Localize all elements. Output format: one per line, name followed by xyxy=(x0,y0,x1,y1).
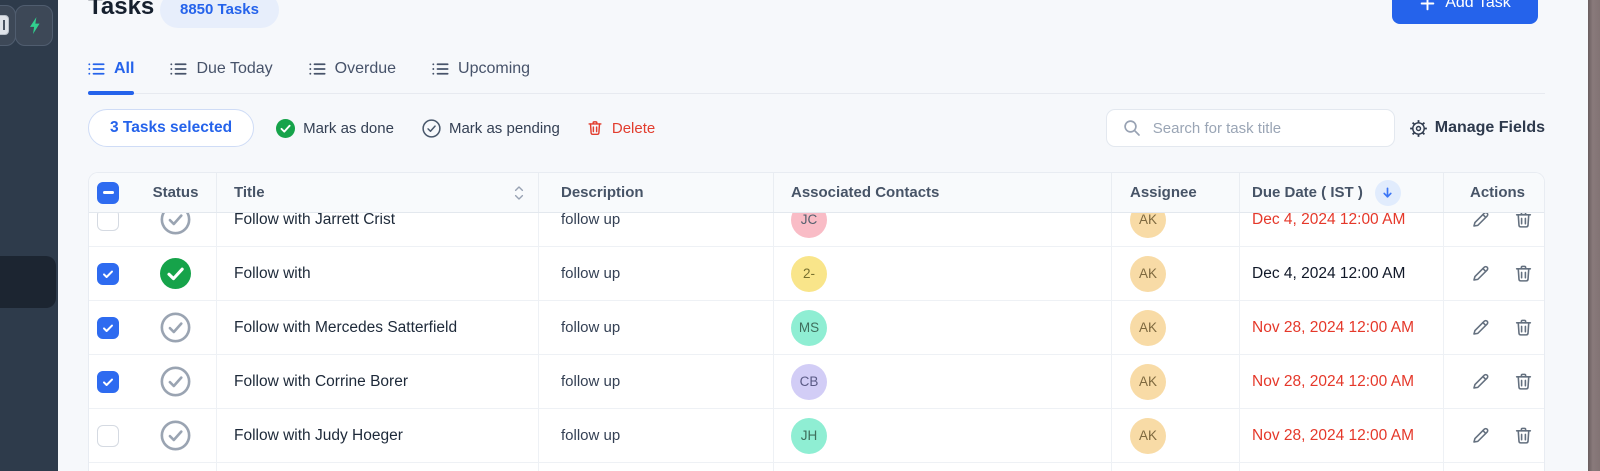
tasks-table: Status Title Description Associated Cont… xyxy=(88,172,1545,471)
sort-icon[interactable] xyxy=(514,184,524,202)
delete-trash-icon[interactable] xyxy=(1513,263,1534,284)
assignee-avatar[interactable]: AK xyxy=(1130,363,1166,400)
task-search xyxy=(1105,109,1395,147)
table-header-row: Status Title Description Associated Cont… xyxy=(89,173,1544,213)
edit-pencil-icon[interactable] xyxy=(1470,213,1491,230)
tab-due-today[interactable]: Due Today xyxy=(170,44,273,94)
column-header-contacts: Associated Contacts xyxy=(774,173,1112,212)
quick-actions-button[interactable] xyxy=(15,5,53,46)
sort-descending-icon[interactable] xyxy=(1374,179,1401,206)
mark-as-done-button[interactable]: Mark as done xyxy=(276,118,394,138)
column-header-assignee: Assignee xyxy=(1112,173,1240,212)
delete-trash-icon[interactable] xyxy=(1513,425,1534,446)
task-title: Follow with Jarrett Crist xyxy=(234,213,396,228)
task-description: follow up xyxy=(561,213,621,228)
task-title: Follow with Judy Hoeger xyxy=(234,426,403,444)
contact-avatar[interactable]: 2- xyxy=(791,255,827,292)
keyboard-shortcut-button[interactable] xyxy=(0,5,16,46)
row-checkbox[interactable] xyxy=(97,262,119,285)
list-icon xyxy=(432,62,449,76)
contact-avatar[interactable]: JH xyxy=(791,417,827,454)
check-circle-outline-icon xyxy=(422,118,441,138)
edit-pencil-icon[interactable] xyxy=(1470,425,1491,446)
delete-trash-icon[interactable] xyxy=(1513,213,1534,230)
task-description: follow up xyxy=(561,427,621,444)
list-icon xyxy=(170,62,187,76)
contact-avatar[interactable]: MS xyxy=(791,309,827,346)
lightning-bolt-icon xyxy=(27,16,42,35)
assignee-avatar[interactable]: AK xyxy=(1130,213,1166,238)
add-task-button[interactable]: Add Task xyxy=(1392,0,1538,24)
row-checkbox[interactable] xyxy=(97,213,119,231)
row-checkbox[interactable] xyxy=(97,316,119,339)
column-header-actions: Actions xyxy=(1470,184,1526,201)
table-row: Follow with Mercedes Satterfield follow … xyxy=(89,301,1544,355)
task-tabs: All Due Today Overdue Upcoming xyxy=(88,44,1545,95)
delete-trash-icon[interactable] xyxy=(1513,317,1534,338)
table-row: Follow with Jarrett Crist follow up JC A… xyxy=(89,213,1544,247)
tab-overdue[interactable]: Overdue xyxy=(309,44,396,94)
due-date: Nov 28, 2024 12:00 AM xyxy=(1252,372,1415,390)
status-pending-icon[interactable] xyxy=(160,366,191,397)
select-all-checkbox[interactable] xyxy=(97,181,119,204)
column-header-status: Status xyxy=(135,173,217,212)
edit-pencil-icon[interactable] xyxy=(1470,371,1491,392)
page-title: Tasks xyxy=(88,0,155,20)
column-header-title: Title xyxy=(217,173,539,212)
manage-fields-button[interactable]: Manage Fields xyxy=(1409,119,1545,138)
search-icon xyxy=(1122,118,1142,138)
delete-trash-icon[interactable] xyxy=(1513,371,1534,392)
task-title: Follow with Mercedes Satterfield xyxy=(234,318,458,336)
table-row xyxy=(89,463,1544,471)
due-date: Nov 28, 2024 12:00 AM xyxy=(1252,318,1415,336)
assignee-avatar[interactable]: AK xyxy=(1130,309,1166,346)
edit-pencil-icon[interactable] xyxy=(1470,263,1491,284)
status-pending-icon[interactable] xyxy=(160,213,191,235)
table-row: Follow with Judy Hoeger follow up JH AK … xyxy=(89,409,1544,463)
app-sidebar xyxy=(0,0,58,471)
row-checkbox[interactable] xyxy=(97,424,119,447)
tasks-selected-pill[interactable]: 3 Tasks selected xyxy=(88,109,255,147)
task-count-badge: 8850 Tasks xyxy=(160,0,279,28)
tab-all[interactable]: All xyxy=(88,44,135,95)
trash-icon xyxy=(586,119,604,137)
tab-upcoming[interactable]: Upcoming xyxy=(432,44,530,94)
task-description: follow up xyxy=(561,319,621,336)
status-done-icon[interactable] xyxy=(160,258,191,289)
due-date: Nov 28, 2024 12:00 AM xyxy=(1252,426,1415,444)
column-header-description: Description xyxy=(539,173,774,212)
plus-icon xyxy=(1419,0,1436,12)
column-header-due-date: Due Date ( IST ) xyxy=(1240,173,1444,212)
assignee-avatar[interactable]: AK xyxy=(1130,255,1166,292)
main-content: Tasks 8850 Tasks Add Task All Due Today … xyxy=(58,0,1588,471)
mark-as-pending-button[interactable]: Mark as pending xyxy=(422,118,560,138)
edit-pencil-icon[interactable] xyxy=(1470,317,1491,338)
keyboard-icon xyxy=(0,15,9,35)
table-row: Follow with Corrine Borer follow up CB A… xyxy=(89,355,1544,409)
task-description: follow up xyxy=(561,265,621,282)
table-row: Follow with follow up 2- AK Dec 4, 2024 … xyxy=(89,247,1544,301)
sidebar-active-item[interactable] xyxy=(0,256,56,308)
check-circle-filled-icon xyxy=(276,118,296,138)
delete-button[interactable]: Delete xyxy=(586,119,655,137)
bulk-actions-toolbar: 3 Tasks selected Mark as done Mark as pe… xyxy=(88,108,1545,148)
task-description: follow up xyxy=(561,373,621,390)
task-title: Follow with xyxy=(234,264,311,282)
due-date: Dec 4, 2024 12:00 AM xyxy=(1252,213,1406,228)
gear-icon xyxy=(1409,119,1428,138)
row-checkbox[interactable] xyxy=(97,370,119,393)
list-icon xyxy=(309,62,326,76)
list-icon xyxy=(88,62,105,76)
contact-avatar[interactable]: JC xyxy=(791,213,827,238)
window-edge-scrollbar[interactable] xyxy=(1588,0,1600,471)
status-pending-icon[interactable] xyxy=(160,312,191,343)
assignee-avatar[interactable]: AK xyxy=(1130,417,1166,454)
contact-avatar[interactable]: CB xyxy=(791,363,827,400)
due-date: Dec 4, 2024 12:00 AM xyxy=(1252,264,1406,282)
search-input[interactable] xyxy=(1152,119,1382,137)
status-pending-icon[interactable] xyxy=(160,420,191,451)
task-title: Follow with Corrine Borer xyxy=(234,372,408,390)
